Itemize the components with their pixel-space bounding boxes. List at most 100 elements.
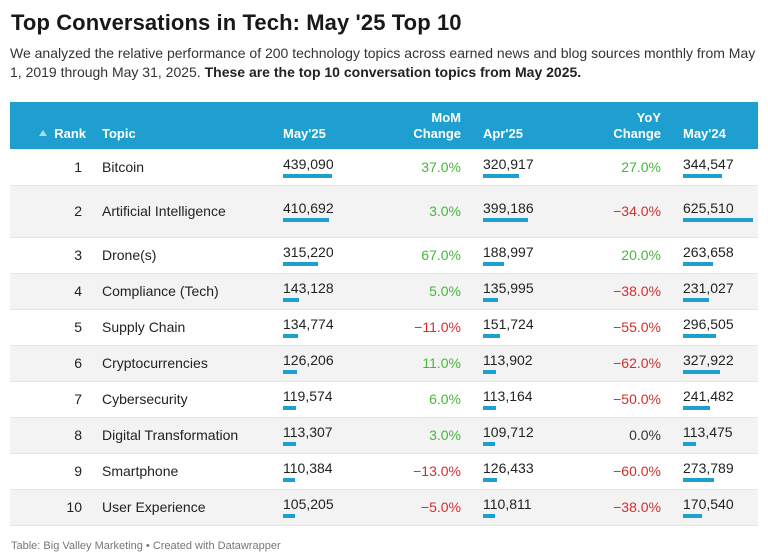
cell-apr25: 399,186: [475, 185, 576, 237]
cell-may24-value: 327,922: [683, 352, 734, 368]
cell-may24: 241,482: [675, 381, 758, 417]
bar-may25: [283, 442, 296, 446]
cell-may25-value: 105,205: [283, 496, 334, 512]
sort-ascending-icon[interactable]: [39, 130, 48, 136]
bar-may24: [683, 442, 696, 446]
cell-rank: 7: [74, 391, 82, 407]
table-row: 7 Cybersecurity 119,574 6.0% 113,164 −50.0% 24…: [10, 381, 758, 417]
cell-may25-value: 110,384: [283, 460, 333, 476]
bar-may25: [283, 478, 295, 482]
cell-mom: −5.0%: [420, 499, 461, 515]
table-row: 3 Drone(s) 315,220 67.0% 188,997 20.0% 263,658: [10, 237, 758, 273]
table-row: 4 Compliance (Tech) 143,128 5.0% 135,995 −38.…: [10, 273, 758, 309]
bar-may24: [683, 334, 716, 338]
bar-apr25: [483, 173, 519, 178]
bar-may24: [683, 478, 714, 482]
cell-apr25: 110,811: [475, 489, 576, 525]
table-row: 6 Cryptocurrencies 126,206 11.0% 113,902 −62.…: [10, 345, 758, 381]
table-header-row: Rank Topic May'25 MoM Change Apr'25 YoY Ch…: [10, 102, 758, 149]
cell-yoy: 0.0%: [629, 427, 661, 443]
column-header-yoy-line1: YoY: [636, 110, 661, 125]
cell-yoy: −60.0%: [613, 463, 661, 479]
column-header-mom[interactable]: MoM Change: [375, 102, 475, 149]
bar-apr25: [483, 478, 497, 482]
cell-mom: 6.0%: [429, 391, 461, 407]
cell-apr25-value: 320,917: [483, 155, 534, 172]
bar-apr25: [483, 218, 528, 222]
cell-may24: 273,789: [675, 453, 758, 489]
bar-may24: [683, 406, 710, 410]
cell-may24-value: 113,475: [683, 424, 733, 440]
bar-may25: [283, 173, 332, 178]
bar-may24: [683, 173, 722, 178]
cell-rank: 9: [74, 463, 82, 479]
bar-may25: [283, 514, 295, 518]
cell-apr25-value: 109,712: [483, 424, 534, 440]
cell-apr25: 109,712: [475, 417, 576, 453]
bar-may24: [683, 370, 720, 374]
cell-apr25: 151,724: [475, 309, 576, 345]
cell-may24: 296,505: [675, 309, 758, 345]
cell-topic: Bitcoin: [102, 158, 145, 175]
cell-may25-value: 134,774: [283, 316, 334, 332]
cell-may24: 327,922: [675, 345, 758, 381]
cell-may25-value: 315,220: [283, 244, 334, 260]
cell-may25: 134,774: [275, 309, 375, 345]
cell-apr25: 320,917: [475, 149, 576, 185]
bar-may25: [283, 298, 299, 302]
bar-apr25: [483, 406, 496, 410]
cell-topic: Supply Chain: [102, 319, 186, 335]
cell-apr25-value: 399,186: [483, 200, 534, 216]
cell-apr25: 135,995: [475, 273, 576, 309]
cell-rank: 6: [74, 355, 82, 371]
cell-may25-value: 126,206: [283, 352, 334, 368]
column-header-may24[interactable]: May'24: [675, 102, 758, 149]
cell-yoy: −38.0%: [613, 499, 661, 515]
cell-mom: 5.0%: [429, 283, 461, 299]
cell-apr25-value: 135,995: [483, 280, 534, 296]
cell-rank: 8: [74, 427, 82, 443]
column-header-rank[interactable]: Rank: [10, 102, 94, 149]
bar-apr25: [483, 262, 504, 266]
bar-may24: [683, 298, 709, 302]
footer-credit: Table: Big Valley Marketing • Created wi…: [11, 539, 281, 552]
table-row: 5 Supply Chain 134,774 −11.0% 151,724 −55.0% 2…: [10, 309, 758, 345]
column-header-rank-label: Rank: [54, 126, 86, 141]
cell-may25: 110,384: [275, 453, 375, 489]
bar-may25: [283, 406, 296, 410]
cell-rank: 2: [74, 203, 82, 219]
column-header-topic-label: Topic: [102, 126, 136, 141]
description-highlight: These are the top 10 conversation topics…: [204, 64, 582, 80]
cell-may24: 231,027: [675, 273, 758, 309]
bar-may25: [283, 218, 329, 222]
column-header-apr25[interactable]: Apr'25: [475, 102, 576, 149]
cell-may24-value: 231,027: [683, 280, 734, 296]
column-header-apr25-label: Apr'25: [483, 126, 523, 141]
table-row: 8 Digital Transformation 113,307 3.0% 109,71…: [10, 417, 758, 453]
cell-mom: −13.0%: [413, 463, 461, 479]
cell-may25-value: 119,574: [283, 388, 333, 404]
cell-apr25: 113,902: [475, 345, 576, 381]
bar-may25: [283, 262, 318, 266]
cell-may25-value: 113,307: [283, 424, 333, 440]
cell-topic: Digital Transformation: [102, 427, 239, 443]
cell-apr25-value: 110,811: [483, 496, 532, 512]
bar-may25: [283, 334, 298, 338]
bar-apr25: [483, 442, 495, 446]
cell-may25: 410,692: [275, 185, 375, 237]
cell-topic: Cybersecurity: [102, 391, 188, 407]
cell-may25: 119,574: [275, 381, 375, 417]
cell-may25: 439,090: [275, 149, 375, 185]
cell-may24-value: 273,789: [683, 460, 734, 476]
cell-topic: Cryptocurrencies: [102, 355, 208, 371]
cell-may25: 315,220: [275, 237, 375, 273]
cell-may24: 113,475: [675, 417, 758, 453]
cell-topic: Artificial Intelligence: [102, 203, 226, 219]
cell-yoy: 20.0%: [621, 247, 661, 263]
cell-rank: 4: [74, 283, 82, 299]
column-header-yoy[interactable]: YoY Change: [576, 102, 675, 149]
column-header-may25[interactable]: May'25: [275, 102, 375, 149]
cell-may25: 143,128: [275, 273, 375, 309]
column-header-topic[interactable]: Topic: [94, 102, 275, 149]
